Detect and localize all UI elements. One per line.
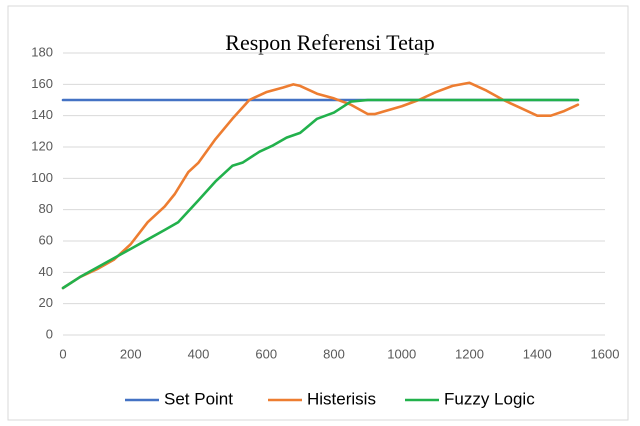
x-tick-label: 1400 <box>523 346 552 361</box>
legend-label: Fuzzy Logic <box>444 389 535 408</box>
y-tick-label: 60 <box>39 232 53 247</box>
y-tick-label: 80 <box>39 201 53 216</box>
y-tick-label: 160 <box>31 76 53 91</box>
series-line <box>61 81 580 290</box>
chart-frame <box>7 5 629 421</box>
legend-label: Histerisis <box>307 389 376 408</box>
x-tick-label: 1600 <box>591 346 620 361</box>
x-tick-label: 1000 <box>387 346 416 361</box>
x-tick-label: 1200 <box>455 346 484 361</box>
legend-label: Set Point <box>164 389 233 408</box>
series-line <box>61 98 580 290</box>
x-tick-label: 0 <box>59 346 66 361</box>
x-tick-label: 800 <box>323 346 345 361</box>
x-tick-label: 200 <box>120 346 142 361</box>
y-tick-label: 0 <box>46 326 53 341</box>
y-tick-label: 20 <box>39 295 53 310</box>
y-tick-label: 100 <box>31 170 53 185</box>
y-tick-label: 180 <box>31 44 53 59</box>
y-tick-label: 140 <box>31 107 53 122</box>
x-tick-label: 400 <box>188 346 210 361</box>
y-tick-label: 120 <box>31 138 53 153</box>
y-tick-label: 40 <box>39 264 53 279</box>
chart-title: Respon Referensi Tetap <box>225 30 434 55</box>
x-tick-label: 600 <box>255 346 277 361</box>
